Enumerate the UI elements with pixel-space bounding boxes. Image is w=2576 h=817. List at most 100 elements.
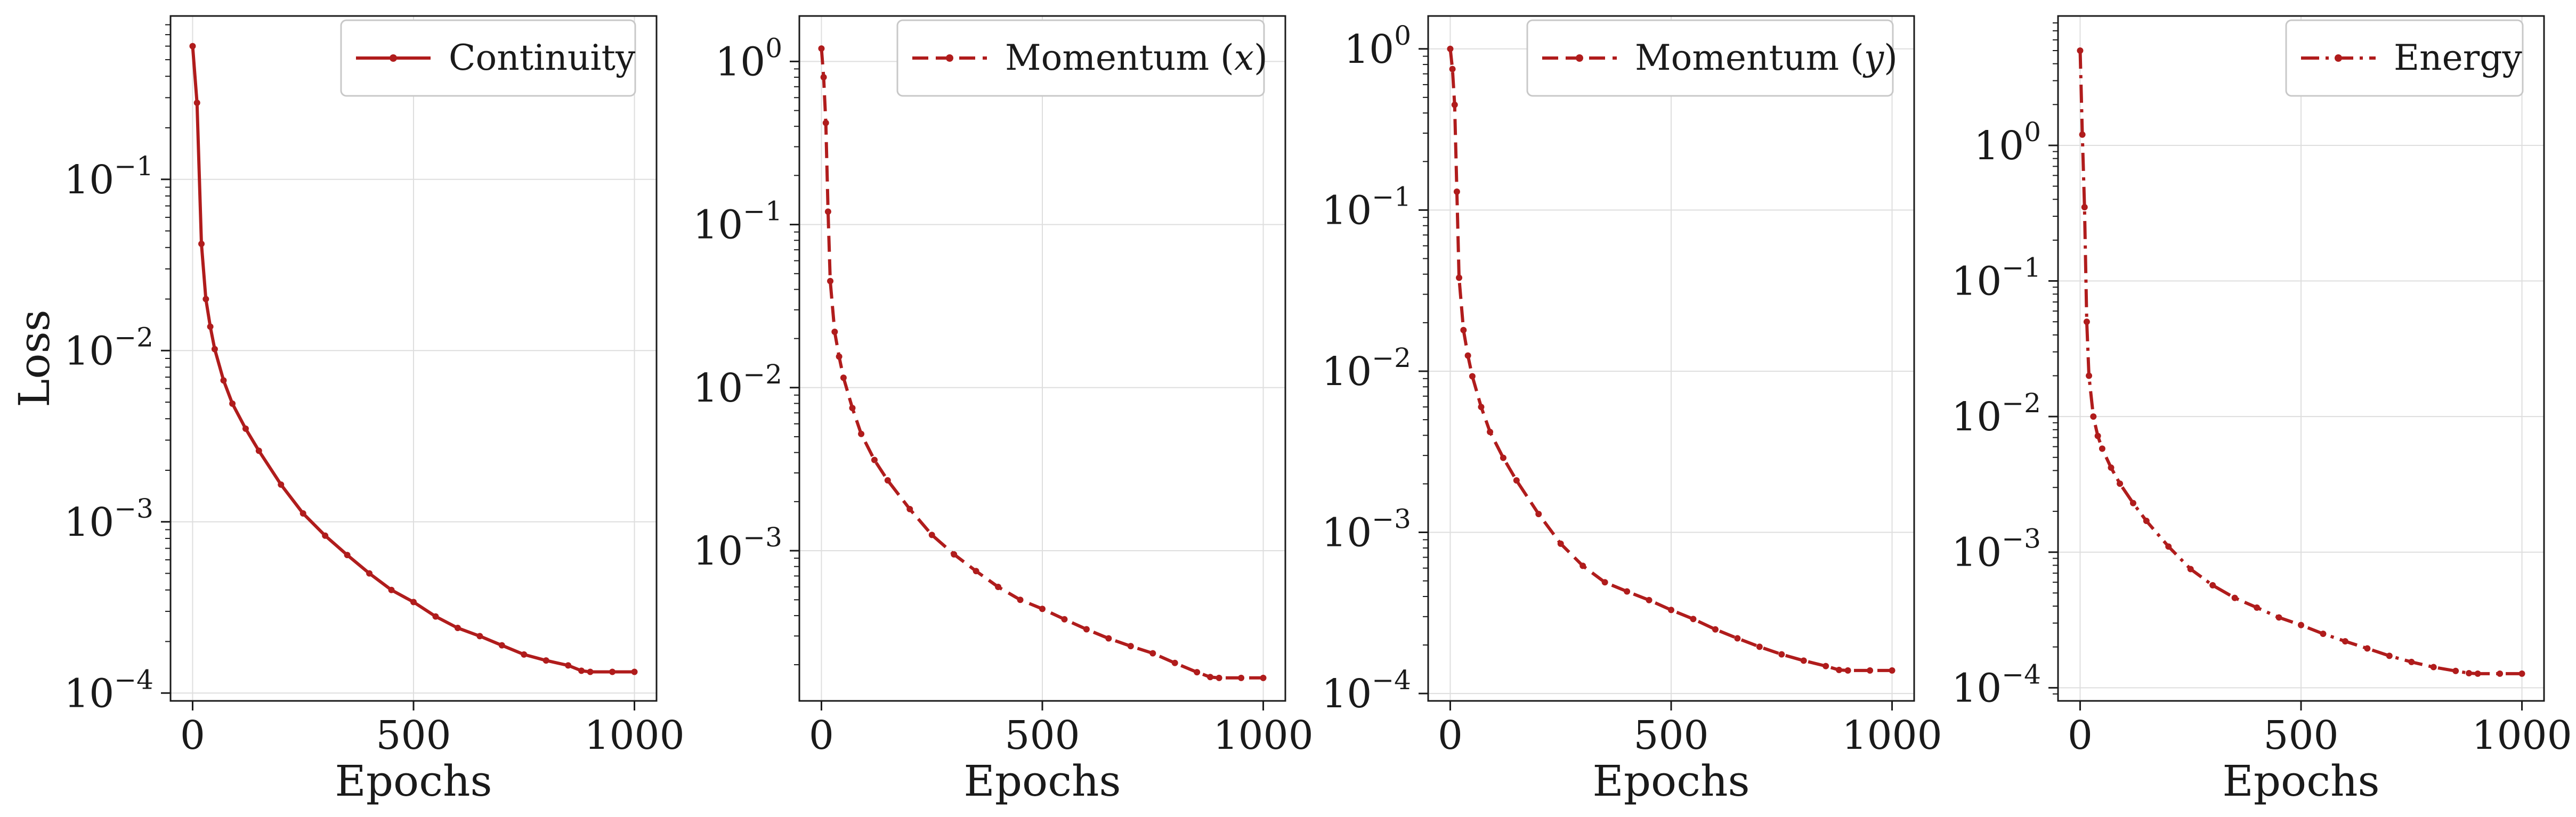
data-point [1646, 597, 1652, 603]
data-point [1449, 66, 1456, 72]
data-point [928, 532, 935, 538]
data-point [2187, 566, 2194, 573]
data-point [1216, 674, 1222, 681]
data-point [2099, 445, 2105, 452]
data-point [1513, 477, 1520, 484]
data-point [2077, 47, 2084, 54]
data-point [1478, 404, 1485, 411]
data-point [229, 400, 236, 407]
x-tick-label: 500 [1633, 713, 1708, 758]
series-line [191, 46, 635, 674]
y-tick-label: 100 [1974, 117, 2041, 169]
data-point [1822, 663, 1829, 669]
data-point [2094, 432, 2101, 439]
data-point [1451, 101, 1458, 108]
data-point [1061, 616, 1068, 623]
data-point [995, 583, 1002, 590]
data-point [2497, 670, 2504, 677]
data-point [322, 532, 329, 539]
data-point [521, 651, 528, 658]
legend-box [2285, 19, 2524, 97]
data-point [587, 668, 594, 675]
y-tick-label: 10−3 [1322, 504, 1411, 556]
x-axis-label: Epochs [335, 756, 492, 806]
data-point [565, 662, 572, 669]
data-point [2320, 631, 2327, 638]
data-point [1867, 667, 1874, 674]
x-tick-label: 0 [180, 713, 205, 758]
y-axis-label: Loss [10, 309, 59, 407]
legend: Energy [2285, 19, 2524, 97]
data-point [609, 668, 616, 675]
data-point [822, 119, 829, 126]
data-point [1171, 659, 1178, 666]
data-point [198, 240, 205, 247]
data-point [1800, 657, 1807, 664]
data-point [193, 100, 200, 107]
data-point [973, 568, 979, 575]
data-point [1083, 626, 1090, 633]
data-point [1127, 643, 1134, 650]
y-tick-label: 10−2 [64, 322, 153, 374]
y-tick-label: 10−4 [1322, 665, 1411, 717]
x-axis-label: Epochs [1592, 756, 1749, 806]
data-point [1453, 188, 1460, 195]
data-point [631, 668, 638, 675]
data-point [1260, 674, 1267, 681]
legend-marker [2335, 54, 2342, 62]
data-point [824, 208, 831, 215]
y-tick-label: 10−4 [1951, 659, 2041, 711]
y-tick-label: 10−1 [693, 196, 782, 248]
x-tick-label: 0 [809, 713, 834, 758]
data-point [388, 586, 395, 593]
data-point [2254, 604, 2261, 611]
data-point [2518, 670, 2525, 677]
panels: 0 500 100010−110−210−310−4EpochsLossContin… [10, 15, 2572, 806]
data-point [454, 625, 461, 632]
data-point [849, 405, 856, 412]
data-point [1238, 674, 1245, 681]
data-point [951, 551, 958, 558]
plot-frame [169, 15, 658, 702]
legend-marker [1576, 54, 1583, 62]
data-point [1624, 588, 1631, 595]
data-point [1734, 635, 1741, 642]
data-point [2086, 372, 2093, 379]
data-point [202, 296, 209, 303]
data-point [2081, 204, 2088, 211]
data-point [2386, 652, 2393, 659]
data-point [299, 510, 306, 517]
legend-box [1526, 19, 1894, 97]
x-tick-label: 500 [376, 713, 451, 758]
y-tick-label: 10−2 [1322, 342, 1411, 395]
chart-panel-3: 0 500 1000 100 10−1 10−2 10−3 10−4 Epochs Momentu… [1322, 15, 1942, 806]
data-point [1469, 373, 1476, 380]
data-point [1017, 597, 1024, 603]
x-tick-label: 1000 [2472, 713, 2572, 758]
y-tick-label: 10−1 [1322, 181, 1411, 233]
data-point [207, 323, 214, 330]
data-point [1464, 352, 1471, 359]
x-tick-label: 1000 [1213, 713, 1313, 758]
data-point [1579, 562, 1586, 569]
data-point [2209, 582, 2216, 589]
data-point [1535, 511, 1542, 518]
data-point [432, 613, 439, 620]
data-point [255, 447, 262, 454]
data-point [2408, 658, 2415, 665]
legend-label: Energy [2394, 37, 2523, 78]
data-point [1207, 674, 1214, 681]
data-point [831, 328, 838, 335]
data-point [2452, 667, 2459, 674]
data-point [836, 353, 843, 360]
data-point [2108, 464, 2115, 471]
data-point [1500, 454, 1506, 461]
data-point [242, 425, 249, 432]
data-point [344, 552, 351, 559]
data-point [211, 346, 218, 353]
data-point [1447, 45, 1454, 52]
data-point [1487, 428, 1494, 435]
data-point [820, 74, 827, 81]
x-tick-label: 0 [1438, 713, 1463, 758]
